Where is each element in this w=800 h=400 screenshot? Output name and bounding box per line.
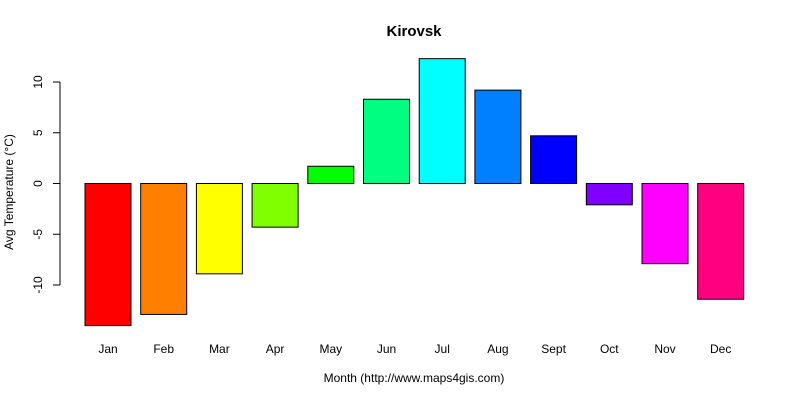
- bar-may: [307, 165, 355, 184]
- bar-jul: [418, 58, 466, 184]
- x-tick-label-jun: Jun: [377, 342, 396, 356]
- x-tick-label-nov: Nov: [654, 342, 675, 356]
- bar-mar: [195, 183, 243, 275]
- bar-jun: [363, 98, 410, 184]
- x-tick-label-apr: Apr: [266, 342, 285, 356]
- x-tick-label-may: May: [319, 342, 342, 356]
- x-tick-label-sept: Sept: [541, 342, 566, 356]
- x-tick-label-feb: Feb: [153, 342, 174, 356]
- bar-apr: [251, 183, 299, 228]
- x-tick-label-jul: Jul: [435, 342, 450, 356]
- bar-sept: [530, 135, 578, 184]
- x-tick-label-mar: Mar: [209, 342, 230, 356]
- y-tick-label: -10: [31, 276, 45, 294]
- y-ticks: -10 -5 0 5 10: [31, 75, 60, 294]
- bars: [84, 58, 745, 327]
- chart-title: Kirovsk: [386, 23, 442, 40]
- bar-oct: [585, 183, 633, 206]
- y-axis-label: Avg Temperature (°C): [2, 134, 16, 250]
- x-tick-label-oct: Oct: [600, 342, 619, 356]
- x-tick-label-aug: Aug: [487, 342, 508, 356]
- bar-dec: [697, 183, 745, 300]
- y-tick-label: 10: [31, 75, 45, 89]
- x-tick-label-jan: Jan: [98, 342, 117, 356]
- bar-feb: [140, 183, 188, 315]
- bar-aug: [474, 89, 522, 184]
- y-tick-label: -5: [31, 229, 45, 240]
- bar-jan: [84, 183, 132, 327]
- x-tick-labels: Jan Feb Mar Apr May Jun Jul Aug Sept Oct Nov Dec: [98, 342, 731, 356]
- y-tick-label: 5: [31, 129, 45, 136]
- x-axis-label: Month (http://www.maps4gis.com): [324, 371, 505, 385]
- x-tick-label-dec: Dec: [710, 342, 731, 356]
- bar-nov: [641, 183, 689, 265]
- y-tick-label: 0: [31, 180, 45, 187]
